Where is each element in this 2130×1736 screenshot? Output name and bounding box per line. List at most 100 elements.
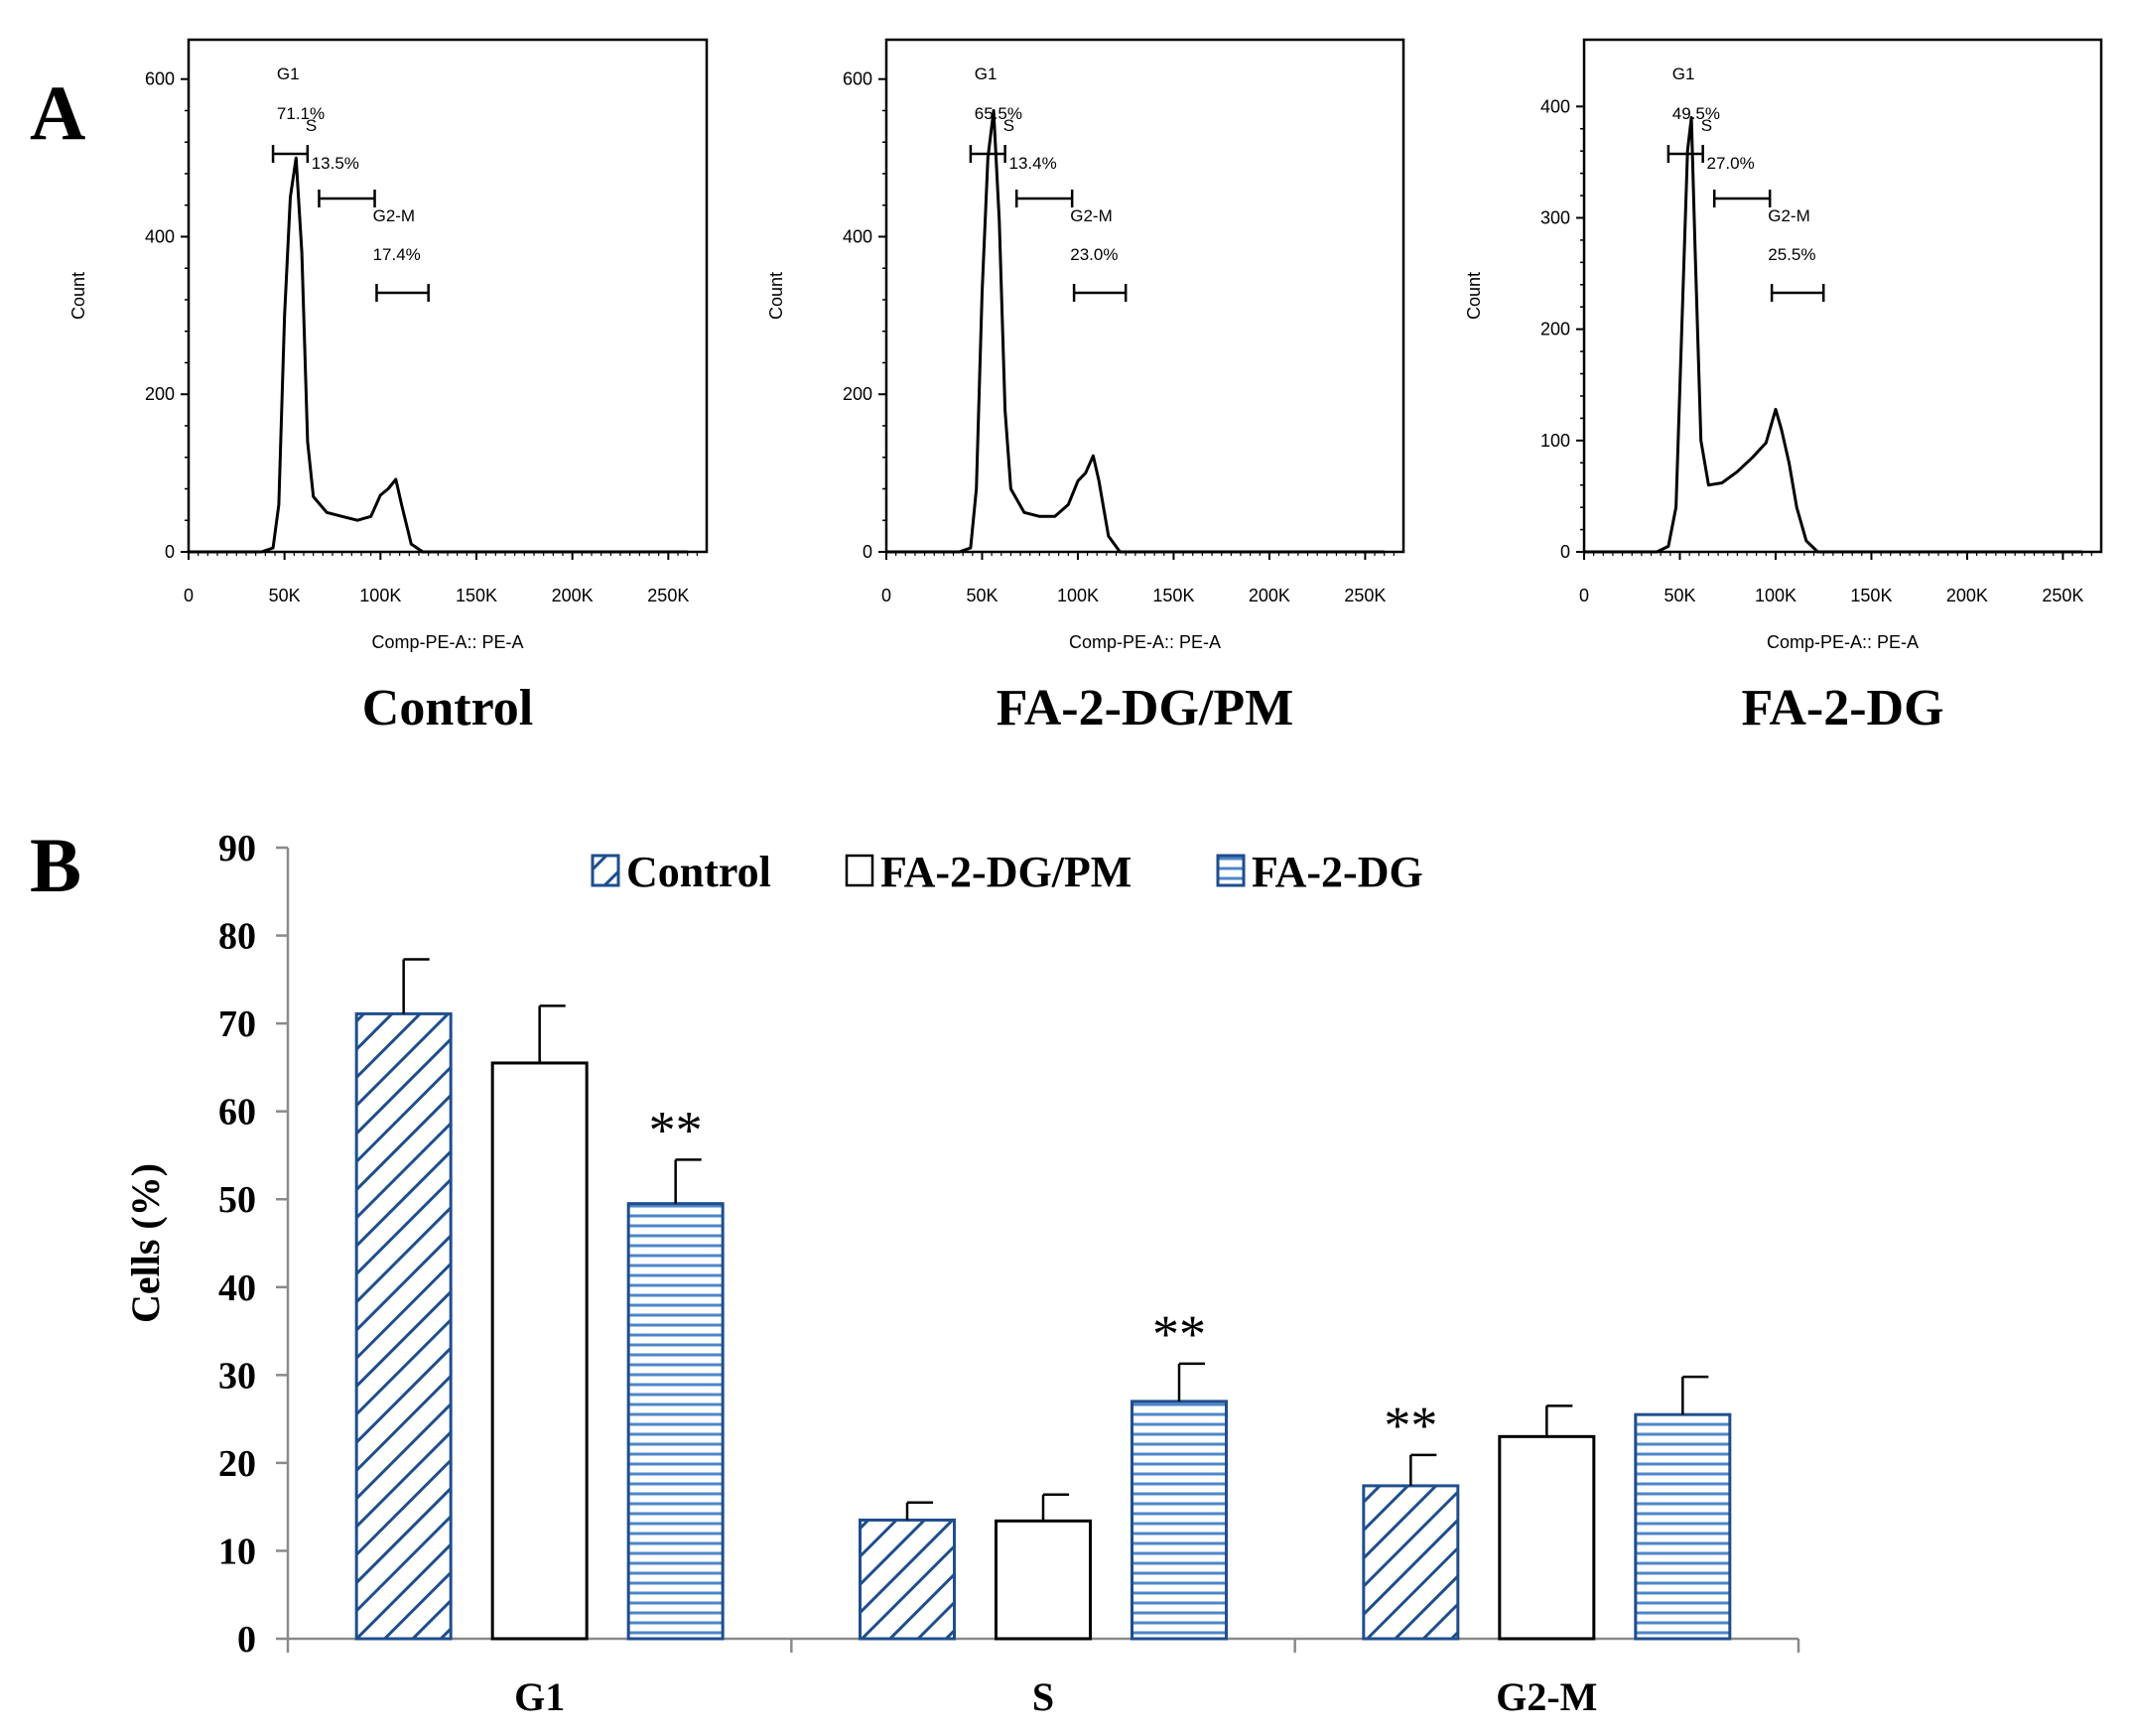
gate-g2m-label: G2-M: [1768, 206, 1810, 225]
panel-a-letter: A: [30, 69, 85, 156]
legend-label-fa2dgpm: FA-2-DG/PM: [880, 848, 1132, 896]
bar: [354, 1011, 453, 1641]
legend-label-fa2dg: FA-2-DG: [1252, 848, 1423, 896]
significance-mark: **: [1384, 1396, 1437, 1455]
x-axis-label: Comp-PE-A:: PE-A: [371, 632, 523, 652]
significance-mark: **: [1152, 1304, 1206, 1364]
bar-y-tick-label: 40: [218, 1268, 256, 1309]
x-tick-label: 50K: [1664, 586, 1695, 605]
x-tick-label: 100K: [1755, 586, 1797, 605]
gate-g1-value: 49.5%: [1672, 104, 1720, 123]
x-tick-label: 150K: [1850, 586, 1892, 605]
x-tick-label: 250K: [2042, 586, 2083, 605]
histogram-title: FA-2-DG/PM: [997, 680, 1293, 736]
gate-s-label: S: [1003, 116, 1014, 135]
x-axis-label: Comp-PE-A:: PE-A: [1069, 632, 1221, 652]
bar: [490, 1061, 589, 1641]
x-tick-label: 200K: [1946, 586, 1988, 605]
legend-swatch-fa2dg: [1216, 854, 1246, 887]
bar-y-tick-label: 90: [218, 828, 256, 869]
y-tick-label: 0: [1560, 542, 1570, 562]
bar-y-axis-label: Cells (%): [123, 1163, 168, 1323]
x-tick-label: 150K: [1152, 586, 1194, 605]
gate-g2m-label: G2-M: [1070, 206, 1113, 225]
histogram-frame: [1582, 38, 2103, 554]
gate-g1-label: G1: [1672, 65, 1695, 83]
bar-y-tick-label: 60: [218, 1092, 256, 1134]
y-axis-label: Count: [766, 272, 786, 320]
y-tick-label: 400: [1540, 96, 1570, 116]
histogram-frame: [884, 38, 1405, 554]
gate-g2m-value: 17.4%: [373, 245, 421, 264]
y-tick-label: 200: [145, 384, 175, 404]
histogram-curve: [189, 156, 688, 554]
bar-chart: 0 10 20 30 40 50 60 70 80 90 Cells (%) G1 ** S ** G2-M *…: [123, 828, 1800, 1719]
histogram-1: 0 200 400 600 0 50K 100K 150K 200K 250K G1 71.1%S 13…: [68, 38, 709, 736]
bar: [995, 1519, 1092, 1641]
legend-swatch-control: [591, 854, 620, 887]
histogram-curve: [886, 108, 1385, 554]
gate-s-value: 13.4%: [1008, 154, 1056, 173]
y-tick-label: 600: [145, 69, 175, 89]
x-tick-label: 100K: [359, 586, 401, 605]
bar: [1131, 1400, 1228, 1641]
bar: [1362, 1484, 1460, 1641]
bar-category-label: S: [1032, 1674, 1054, 1719]
gate-s-value: 27.0%: [1706, 154, 1754, 173]
y-tick-label: 0: [165, 542, 175, 562]
bar-y-tick-label: 30: [218, 1355, 256, 1397]
x-tick-label: 50K: [966, 586, 998, 605]
bar-category-label: G1: [514, 1674, 565, 1719]
y-tick-label: 0: [863, 542, 872, 562]
histogram-title: FA-2-DG: [1741, 680, 1943, 736]
histogram-3: 0 100 200 300 400 0 50K 100K 150K 200K 250K G1 49.5%…: [1464, 38, 2103, 736]
histogram-2: 0 200 400 600 0 50K 100K 150K 200K 250K G1 65.5%S 13…: [766, 38, 1405, 736]
y-axis-label: Count: [1464, 272, 1484, 320]
y-tick-label: 200: [843, 384, 872, 404]
gate-s-value: 13.5%: [312, 154, 359, 173]
histogram-frame: [187, 38, 709, 554]
gate-g1-label: G1: [277, 65, 300, 83]
bar-y-tick-label: 70: [218, 1003, 256, 1045]
bar-y-tick-label: 20: [218, 1443, 256, 1485]
gate-g1-value: 65.5%: [975, 104, 1022, 123]
bar: [1498, 1434, 1596, 1641]
bar-y-tick-label: 10: [218, 1531, 256, 1572]
x-tick-label: 0: [184, 586, 194, 605]
bar-y-tick-label: 80: [218, 916, 256, 958]
bar-legend: Control FA-2-DG/PM FA-2-DG: [591, 848, 1423, 896]
legend-label-control: Control: [626, 848, 771, 896]
gate-g1-label: G1: [975, 65, 998, 83]
gate-s-label: S: [1701, 116, 1712, 135]
x-tick-label: 150K: [456, 586, 497, 605]
gate-g2m-value: 23.0%: [1070, 245, 1118, 264]
y-tick-label: 400: [145, 226, 175, 246]
bar: [1634, 1412, 1732, 1641]
significance-mark: **: [649, 1100, 703, 1159]
x-tick-label: 0: [1579, 586, 1589, 605]
x-tick-label: 50K: [269, 586, 301, 605]
x-tick-label: 250K: [647, 586, 689, 605]
gate-g2m-label: G2-M: [373, 206, 416, 225]
panel-b-letter: B: [30, 822, 81, 908]
bar-y-tick-label: 0: [237, 1619, 256, 1661]
bar: [626, 1202, 725, 1641]
gate-g1-value: 71.1%: [277, 104, 325, 123]
y-axis-label: Count: [68, 272, 88, 320]
bar-category-label: G2-M: [1496, 1674, 1597, 1719]
x-tick-label: 200K: [1249, 586, 1290, 605]
y-tick-label: 400: [843, 226, 872, 246]
histogram-title: Control: [362, 680, 533, 736]
histogram-curve: [1584, 116, 2082, 554]
x-tick-label: 0: [881, 586, 891, 605]
x-tick-label: 250K: [1344, 586, 1386, 605]
x-axis-label: Comp-PE-A:: PE-A: [1767, 632, 1919, 652]
x-tick-label: 100K: [1057, 586, 1099, 605]
x-tick-label: 200K: [552, 586, 594, 605]
gate-s-label: S: [306, 116, 317, 135]
y-tick-label: 100: [1540, 431, 1570, 451]
bar: [859, 1518, 956, 1641]
y-tick-label: 300: [1540, 207, 1570, 227]
